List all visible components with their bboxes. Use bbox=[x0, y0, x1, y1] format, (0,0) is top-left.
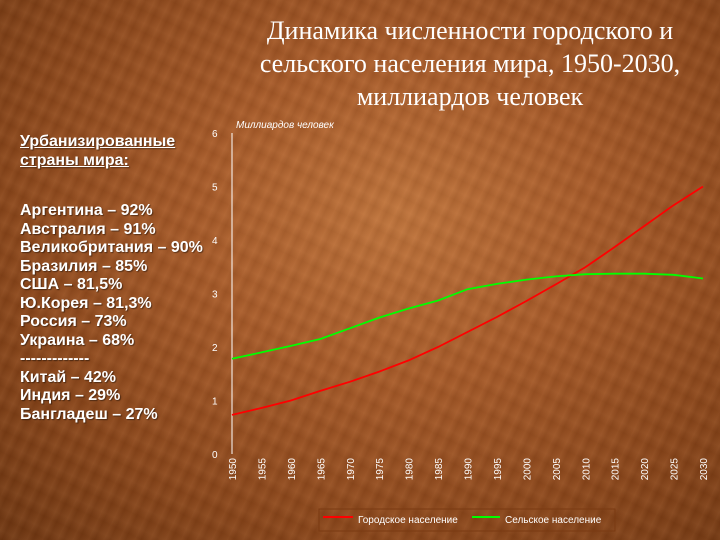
y-tick-label: 5 bbox=[212, 183, 218, 194]
x-tick-label: 2015 bbox=[611, 458, 622, 481]
y-tick-label: 6 bbox=[212, 129, 218, 140]
country-item: Ю.Корея – 81,3% bbox=[20, 294, 152, 312]
country-item: США – 81,5% bbox=[20, 276, 123, 293]
x-tick-label: 1960 bbox=[287, 458, 298, 481]
rural-population-line bbox=[231, 272, 704, 360]
x-tick-label: 1975 bbox=[375, 458, 386, 481]
country-item: Бангладеш – 27% bbox=[20, 405, 158, 423]
x-tick-label: 2000 bbox=[522, 458, 533, 481]
x-tick-label: 1970 bbox=[346, 458, 357, 481]
y-axis-ticks: 0 1 2 3 4 5 6 bbox=[212, 129, 218, 461]
legend-label: Сельское население bbox=[505, 515, 602, 526]
y-axis-label: Миллиардов человек bbox=[236, 120, 335, 131]
country-item: Великобритания – 90% bbox=[20, 239, 203, 256]
x-tick-label: 1990 bbox=[464, 458, 475, 481]
country-item: Украина – 68% bbox=[20, 331, 135, 349]
x-axis-ticks: 1950 1955 1960 1965 1970 1975 1980 1985 1990 1995… bbox=[228, 458, 710, 481]
country-item: Индия – 29% bbox=[20, 387, 121, 404]
slide-title: Динамика численности городского и сельск… bbox=[259, 16, 681, 111]
x-tick-label: 1995 bbox=[493, 458, 504, 481]
x-tick-label: 2020 bbox=[640, 458, 651, 481]
legend-label: Городское население bbox=[358, 515, 458, 526]
y-tick-label: 0 bbox=[212, 450, 218, 461]
list-separator: ------------- bbox=[20, 350, 90, 367]
x-tick-label: 2010 bbox=[581, 458, 592, 481]
chart-legend: Городское население Сельское население bbox=[318, 508, 616, 532]
x-tick-label: 2005 bbox=[552, 458, 563, 481]
urbanized-countries-heading: Урбанизированные страны мира: bbox=[20, 133, 176, 169]
urban-population-line bbox=[231, 185, 704, 416]
y-tick-label: 3 bbox=[212, 290, 218, 301]
x-tick-label: 1980 bbox=[405, 458, 416, 481]
country-item: Австралия – 91% bbox=[20, 220, 156, 238]
x-tick-label: 2030 bbox=[699, 458, 710, 481]
country-item: Россия – 73% bbox=[20, 313, 127, 330]
y-tick-label: 1 bbox=[212, 397, 218, 408]
y-tick-label: 2 bbox=[212, 343, 218, 354]
country-item: Аргентина – 92% bbox=[20, 202, 153, 219]
country-item: Бразилия – 85% bbox=[20, 257, 148, 275]
x-tick-label: 1985 bbox=[434, 458, 445, 481]
legend-box bbox=[318, 508, 616, 532]
x-tick-label: 1950 bbox=[228, 458, 239, 481]
x-tick-label: 2025 bbox=[670, 458, 681, 481]
urbanized-countries-panel: Урбанизированные страны мира: Аргентина … bbox=[20, 133, 230, 424]
x-tick-label: 1955 bbox=[257, 458, 268, 481]
country-item: Китай – 42% bbox=[20, 368, 116, 386]
series-lines bbox=[231, 185, 704, 416]
x-tick-label: 1965 bbox=[316, 458, 327, 481]
y-tick-label: 4 bbox=[212, 236, 218, 247]
